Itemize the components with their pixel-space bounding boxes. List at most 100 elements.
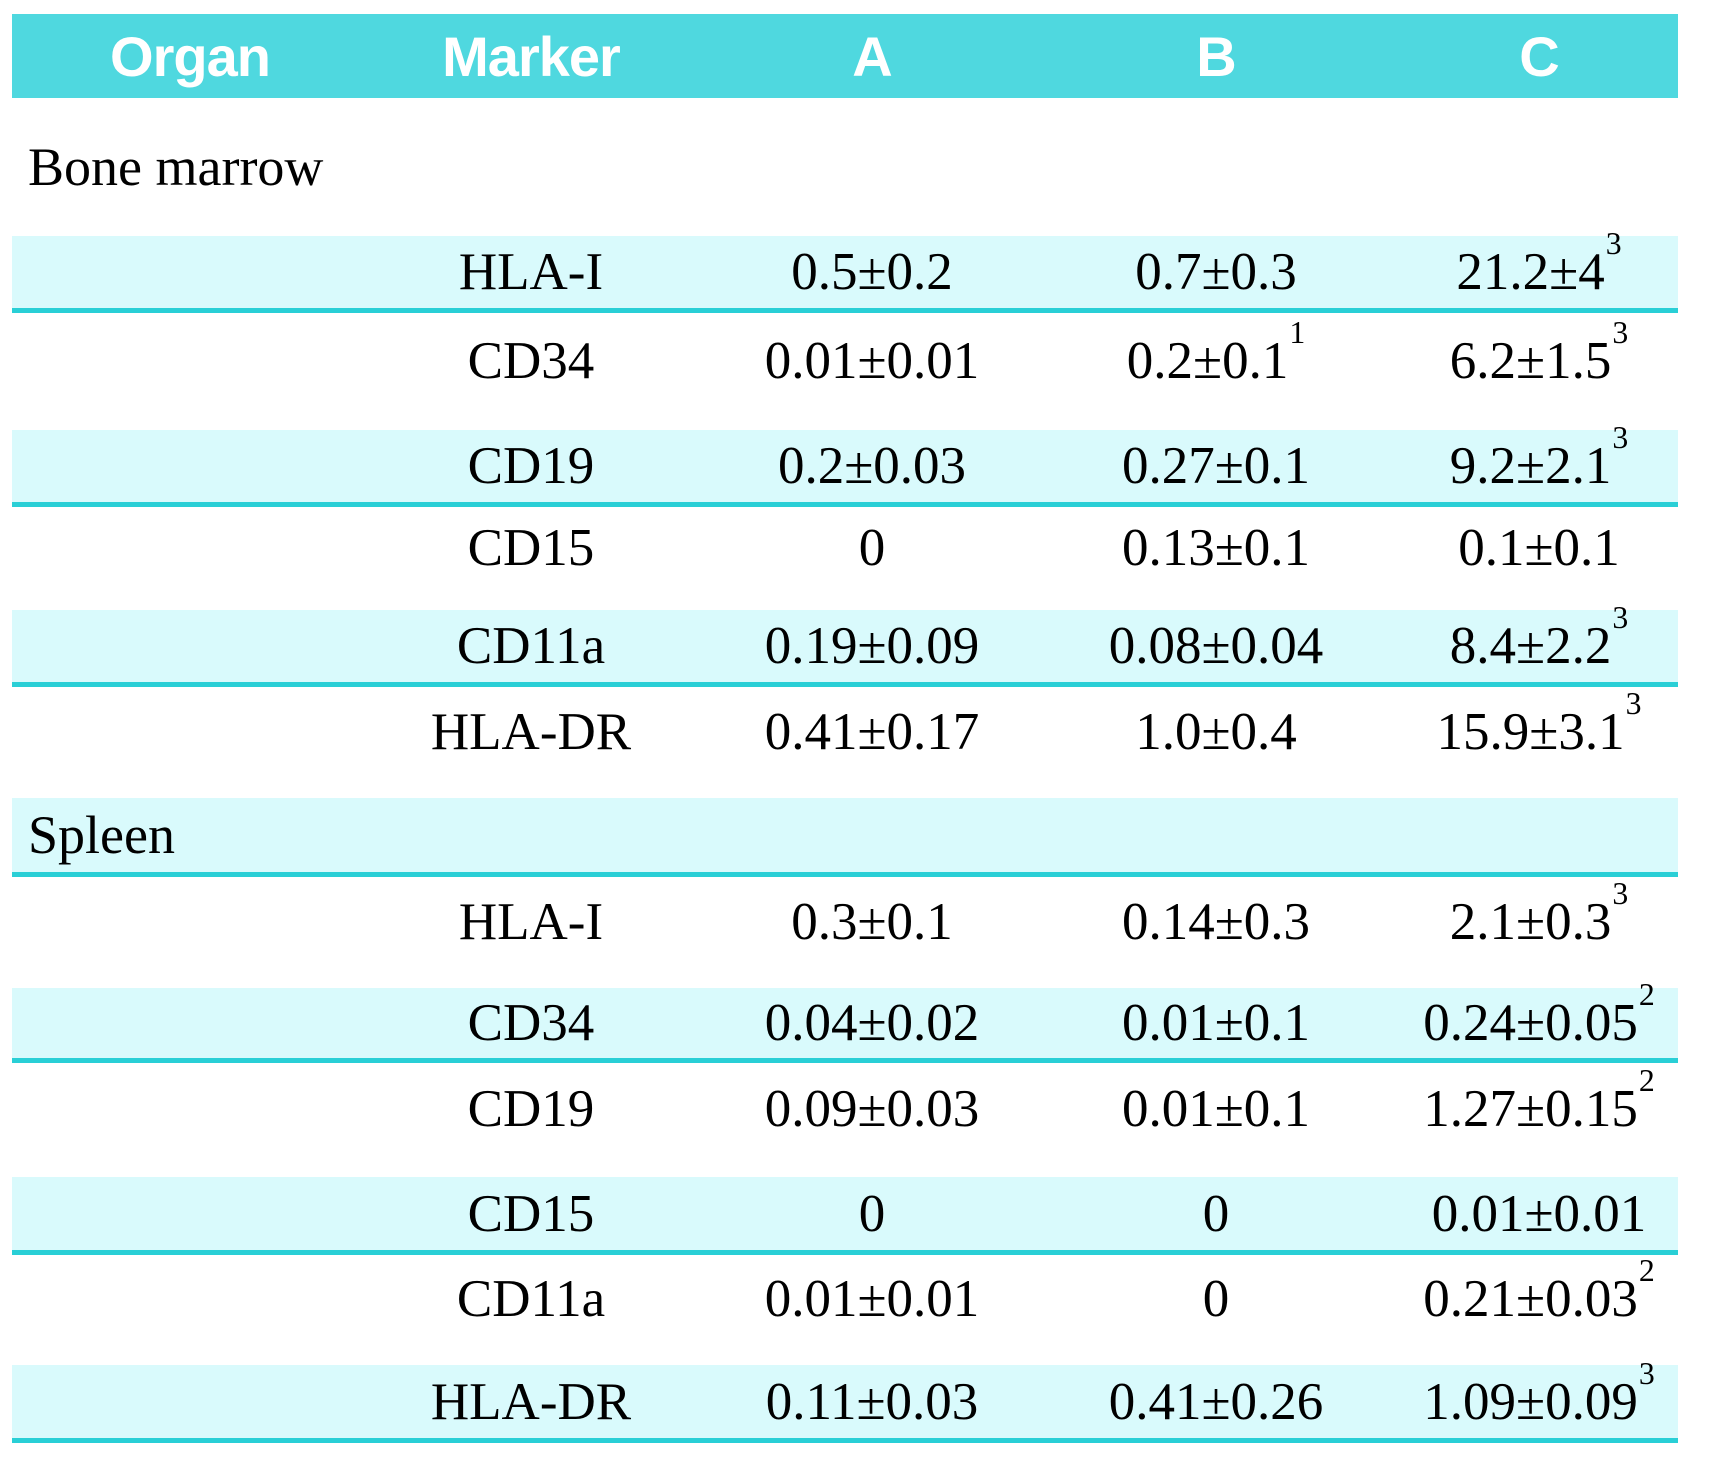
- table-row: HLA-DR 0.11±0.03 0.41±0.26 1.09±0.093: [12, 1358, 1678, 1443]
- table-row: CD15 0 0 0.01±0.01: [12, 1177, 1678, 1255]
- value-cell-b: 0.01±0.1: [1032, 993, 1400, 1053]
- value-cell-b: 0: [1032, 1184, 1400, 1244]
- value-cell-a-value: 0.3±0.1: [791, 892, 953, 951]
- value-cell-a: 0.11±0.03: [712, 1372, 1032, 1432]
- value-cell-b: 0.14±0.3: [1032, 892, 1400, 952]
- value-cell-c-value: 0.1±0.1: [1458, 518, 1620, 577]
- value-cell-b: 0.13±0.1: [1032, 518, 1400, 578]
- value-cell-c-value: 8.4±2.2: [1449, 617, 1612, 675]
- significance-superscript: 1: [1289, 314, 1306, 350]
- value-cell-a: 0.19±0.09: [712, 616, 1032, 676]
- marker-cell: CD11a: [456, 1270, 606, 1328]
- value-cell-a: 0.01±0.01: [712, 331, 1032, 391]
- column-header-c: C: [1519, 24, 1559, 88]
- column-header-b: B: [1196, 24, 1236, 88]
- value-cell-c: 6.2±1.53: [1400, 317, 1678, 391]
- value-cell-b: 0: [1032, 1269, 1400, 1329]
- value-cell-a-value: 0.01±0.01: [764, 331, 980, 390]
- value-cell-b-value: 0.14±0.3: [1121, 892, 1311, 951]
- value-cell-c-value: 6.2±1.5: [1449, 331, 1612, 390]
- value-cell-c: 0.01±0.01: [1400, 1184, 1678, 1244]
- significance-superscript: 3: [1612, 314, 1629, 350]
- value-cell-c: 2.1±0.33: [1400, 878, 1678, 952]
- table-row: CD11a 0.19±0.09 0.08±0.04 8.4±2.23: [12, 602, 1678, 687]
- value-cell-c: 9.2±2.13: [1400, 422, 1678, 496]
- value-cell-a-value: 0.01±0.01: [764, 1270, 980, 1328]
- value-cell-a-value: 0: [858, 518, 886, 577]
- data-table: Organ Marker A B C Bone marrow HLA-I 0.5±0…: [12, 14, 1678, 1443]
- table-row: CD19 0.09±0.03 0.01±0.1 1.27±0.152: [12, 1063, 1678, 1177]
- value-cell-b-value: 0: [1202, 1184, 1230, 1243]
- marker-cell: HLA-I: [458, 243, 604, 301]
- marker-cell: CD34: [467, 994, 595, 1052]
- value-cell-b-value: 0.01±0.1: [1121, 1080, 1311, 1138]
- value-cell-c-value: 0.01±0.01: [1431, 1184, 1647, 1243]
- column-header-a: A: [852, 24, 892, 88]
- value-cell-c: 0.1±0.1: [1400, 518, 1678, 578]
- marker-cell: CD15: [467, 518, 595, 577]
- value-cell-c: 0.24±0.052: [1400, 979, 1678, 1053]
- value-cell-a-value: 0.41±0.17: [764, 702, 980, 761]
- value-cell-b-value: 0.2±0.1: [1126, 331, 1289, 390]
- significance-superscript: 2: [1638, 977, 1655, 1013]
- value-cell-a: 0.04±0.02: [712, 993, 1032, 1053]
- significance-superscript: 2: [1638, 1063, 1655, 1099]
- value-cell-b-value: 0: [1202, 1270, 1230, 1328]
- value-cell-c-value: 0.21±0.03: [1423, 1270, 1638, 1328]
- marker-cell: CD34: [467, 331, 595, 390]
- marker-cell: CD15: [467, 1184, 595, 1243]
- marker-cell: CD19: [467, 1080, 595, 1138]
- value-cell-a: 0.01±0.01: [712, 1269, 1032, 1329]
- table-row: CD34 0.04±0.02 0.01±0.1 0.24±0.052: [12, 979, 1678, 1063]
- table-row: CD15 0 0.13±0.1 0.1±0.1: [12, 507, 1678, 610]
- value-cell-b-value: 0.41±0.26: [1108, 1372, 1324, 1431]
- value-cell-b: 0.08±0.04: [1032, 616, 1400, 676]
- value-cell-a-value: 0: [858, 1184, 886, 1243]
- value-cell-a: 0.2±0.03: [712, 436, 1032, 496]
- value-cell-c-value: 1.09±0.09: [1423, 1372, 1638, 1431]
- value-cell-a-value: 0.09±0.03: [764, 1080, 980, 1138]
- value-cell-a: 0: [712, 518, 1032, 578]
- organ-group-row: Spleen: [12, 798, 1678, 877]
- value-cell-b: 0.01±0.1: [1032, 1079, 1400, 1139]
- value-cell-b: 0.7±0.3: [1032, 242, 1400, 302]
- table-row: HLA-I 0.5±0.2 0.7±0.3 21.2±43: [12, 228, 1678, 313]
- value-cell-b-value: 0.27±0.1: [1121, 437, 1311, 495]
- value-cell-b: 0.27±0.1: [1032, 436, 1400, 496]
- organ-group-label: Bone marrow: [28, 137, 324, 197]
- table-row: CD19 0.2±0.03 0.27±0.1 9.2±2.13: [12, 422, 1678, 507]
- significance-superscript: 3: [1612, 420, 1629, 456]
- value-cell-c-value: 0.24±0.05: [1423, 994, 1638, 1052]
- significance-superscript: 3: [1612, 600, 1629, 636]
- value-cell-b-value: 0.08±0.04: [1108, 617, 1324, 675]
- column-header-organ: Organ: [110, 24, 271, 88]
- value-cell-a-value: 0.5±0.2: [791, 243, 953, 301]
- value-cell-b: 0.41±0.26: [1032, 1372, 1400, 1432]
- marker-cell: HLA-DR: [430, 702, 632, 761]
- value-cell-a-value: 0.04±0.02: [764, 994, 980, 1052]
- significance-superscript: 3: [1605, 226, 1622, 262]
- value-cell-c: 1.27±0.152: [1400, 1065, 1678, 1139]
- value-cell-c-value: 2.1±0.3: [1449, 892, 1612, 951]
- value-cell-b-value: 0.01±0.1: [1121, 994, 1311, 1052]
- marker-cell: HLA-DR: [430, 1372, 632, 1431]
- value-cell-a: 0.41±0.17: [712, 702, 1032, 762]
- value-cell-c-value: 1.27±0.15: [1423, 1080, 1638, 1138]
- marker-cell: CD11a: [456, 617, 606, 675]
- value-cell-a: 0.5±0.2: [712, 242, 1032, 302]
- significance-superscript: 3: [1625, 685, 1642, 721]
- value-cell-c: 21.2±43: [1400, 228, 1678, 302]
- significance-superscript: 3: [1612, 875, 1629, 911]
- value-cell-b: 0.2±0.11: [1032, 317, 1400, 391]
- table-row: CD11a 0.01±0.01 0 0.21±0.032: [12, 1255, 1678, 1365]
- value-cell-a-value: 0.19±0.09: [764, 617, 980, 675]
- value-cell-c: 15.9±3.13: [1400, 688, 1678, 762]
- value-cell-c-value: 9.2±2.1: [1449, 437, 1612, 495]
- value-cell-b: 1.0±0.4: [1032, 702, 1400, 762]
- column-header-marker: Marker: [442, 24, 621, 88]
- value-cell-a: 0: [712, 1184, 1032, 1244]
- marker-cell: CD19: [467, 437, 595, 495]
- significance-superscript: 2: [1638, 1253, 1655, 1289]
- table-row: HLA-I 0.3±0.1 0.14±0.3 2.1±0.33: [12, 877, 1678, 988]
- value-cell-a-value: 0.11±0.03: [765, 1372, 979, 1431]
